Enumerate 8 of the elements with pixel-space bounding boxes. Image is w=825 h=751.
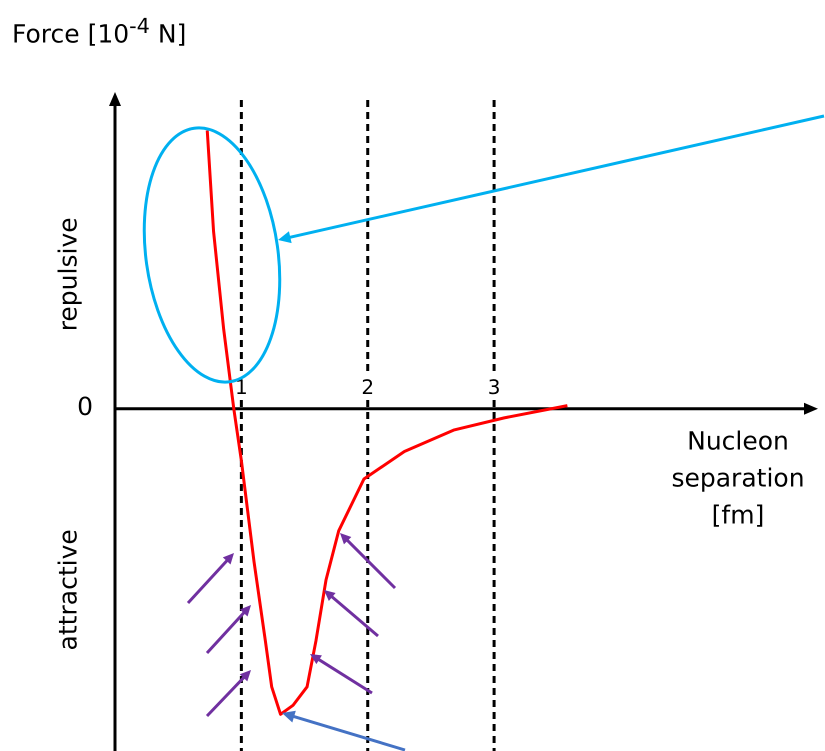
text: 0 — [77, 392, 93, 422]
x-axis-title: Nucleon separation [fm] — [671, 426, 805, 530]
x-tick-label: 2 — [361, 374, 374, 399]
x-tick-label: 1 — [234, 374, 248, 399]
text: repulsive — [54, 217, 82, 332]
y-axis-title: Force [10$^{-4}$ N] — [12, 14, 186, 48]
text: attractive — [54, 529, 82, 650]
x-tick-label: 3 — [488, 374, 500, 399]
